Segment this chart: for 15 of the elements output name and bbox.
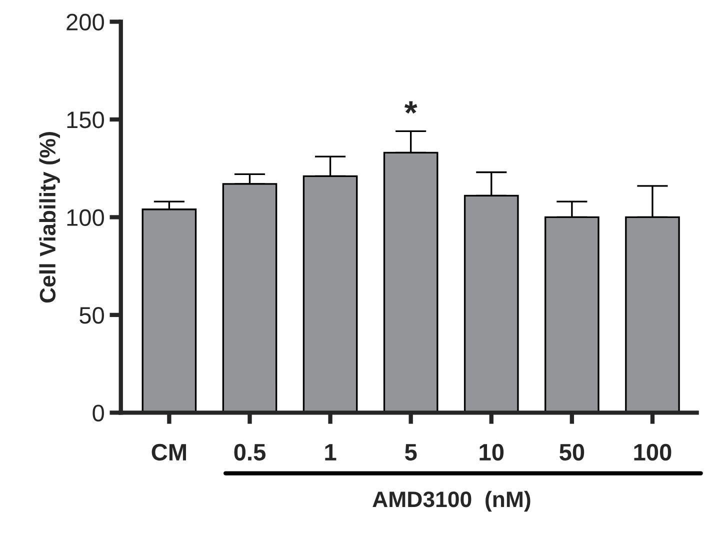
y-tick-label: 0 [92, 404, 104, 422]
x-tick-label: 100 [634, 444, 672, 461]
x-tick-label: CM [152, 444, 186, 461]
x-tick-label: 50 [560, 444, 584, 461]
y-tick-label: 50 [80, 307, 104, 324]
y-tick-label: 200 [66, 14, 104, 31]
y-tick-label: 150 [67, 112, 104, 128]
x-tick-label: 1 [325, 444, 336, 460]
y-tick-label: 100 [67, 209, 104, 226]
x-tick-label: 10 [480, 444, 504, 461]
x-axis-title: AMD3100 (nM) [372, 490, 530, 512]
x-tick-label: 0.5 [234, 444, 266, 461]
annotation: * [404, 101, 418, 114]
y-axis-title: Cell Viability (%) [39, 132, 60, 303]
x-tick-label: 5 [405, 444, 417, 461]
